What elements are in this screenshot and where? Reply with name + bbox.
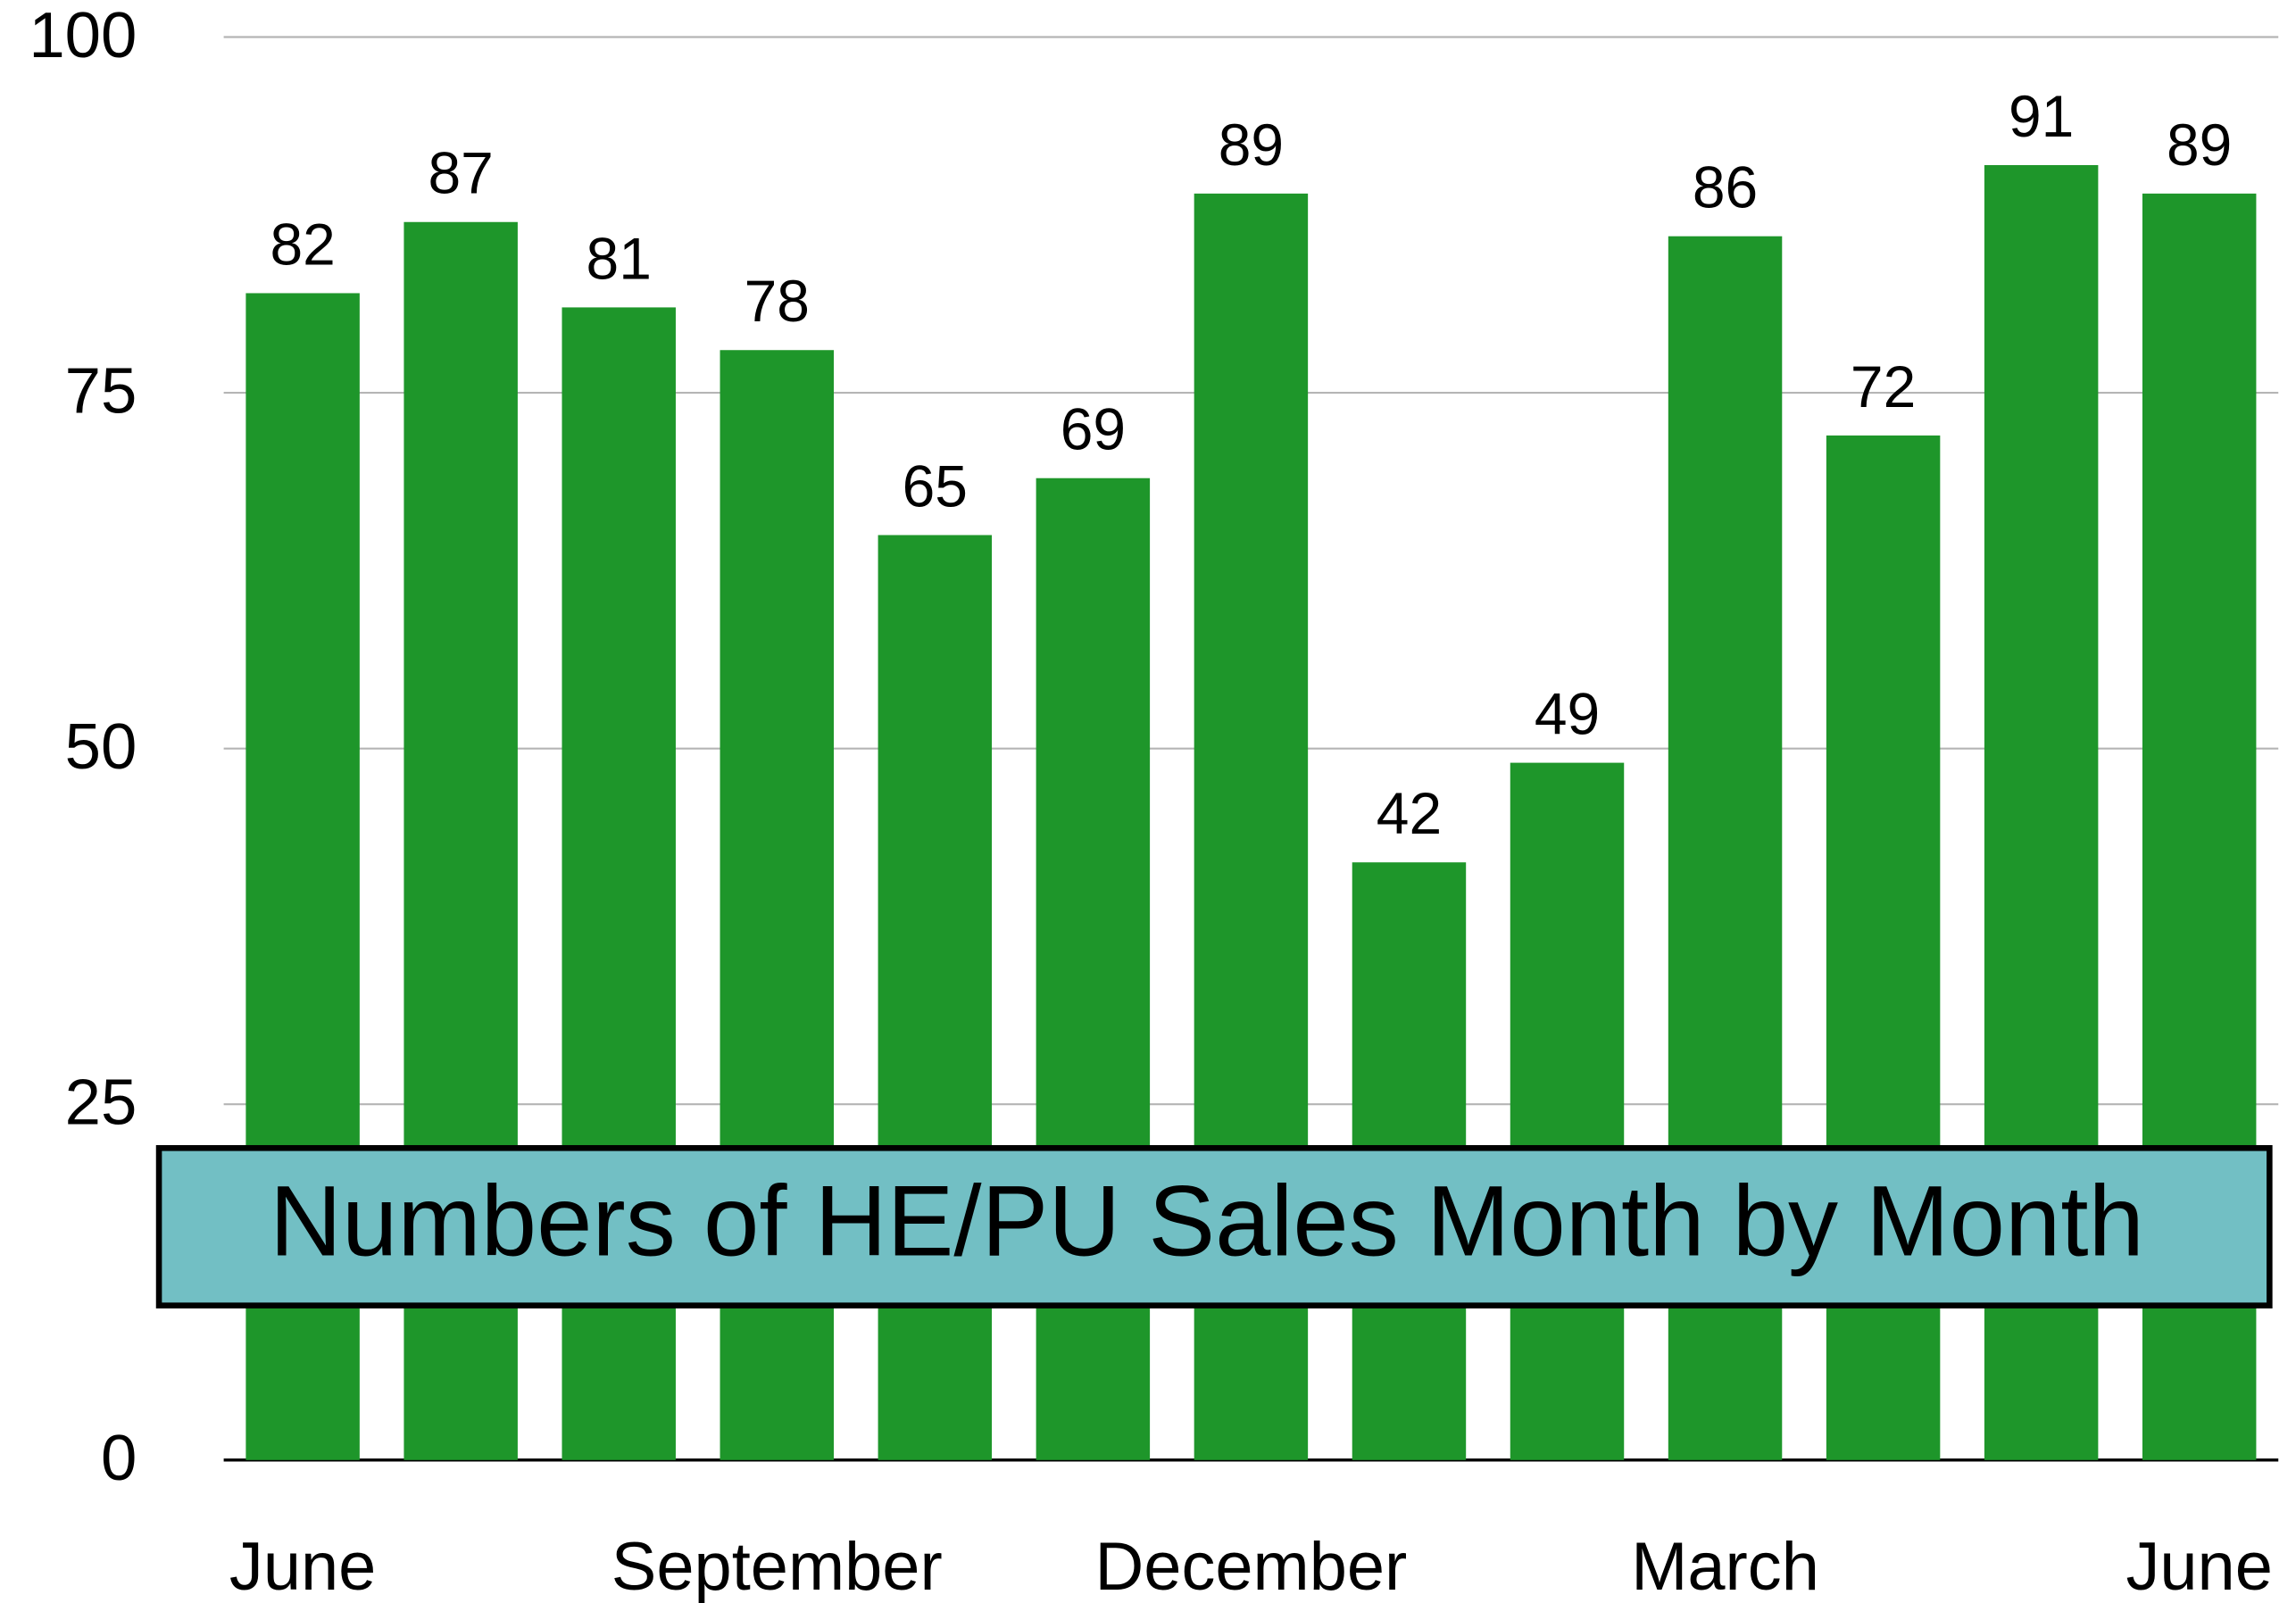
value-label: 89	[2167, 112, 2232, 178]
value-label: 89	[1219, 112, 1284, 178]
value-label: 87	[428, 140, 494, 206]
x-tick-label: September	[611, 1529, 943, 1603]
y-tick-label: 50	[65, 710, 137, 783]
bar	[1036, 478, 1151, 1460]
value-label: 42	[1377, 780, 1442, 846]
value-label: 91	[2009, 83, 2074, 149]
y-tick-label: 0	[101, 1422, 137, 1494]
chart-title: Numbers of HE/PU Sales Month by Month	[270, 1166, 2144, 1277]
title-box	[155, 1144, 2273, 1308]
x-tick-label: June	[229, 1529, 376, 1603]
value-label: 86	[1693, 154, 1758, 220]
value-label: 65	[903, 453, 968, 519]
y-tick-label: 100	[29, 0, 137, 71]
value-label: 49	[1535, 681, 1600, 747]
x-tick-label: December	[1095, 1529, 1408, 1603]
value-label: 82	[270, 211, 335, 277]
value-label: 81	[586, 225, 652, 291]
x-tick-label: June	[2125, 1529, 2272, 1603]
bar	[1510, 762, 1625, 1460]
y-tick-label: 75	[65, 355, 137, 428]
value-label: 72	[1851, 353, 1916, 419]
y-tick-label: 25	[65, 1067, 137, 1139]
labels: 0 25 50 75 100 June 82 87 81 September 78 65 69 Decem…	[29, 0, 2273, 1603]
value-label: 78	[745, 268, 810, 334]
value-label: 69	[1061, 396, 1126, 462]
bar	[878, 535, 993, 1460]
x-tick-label: March	[1631, 1529, 1819, 1603]
